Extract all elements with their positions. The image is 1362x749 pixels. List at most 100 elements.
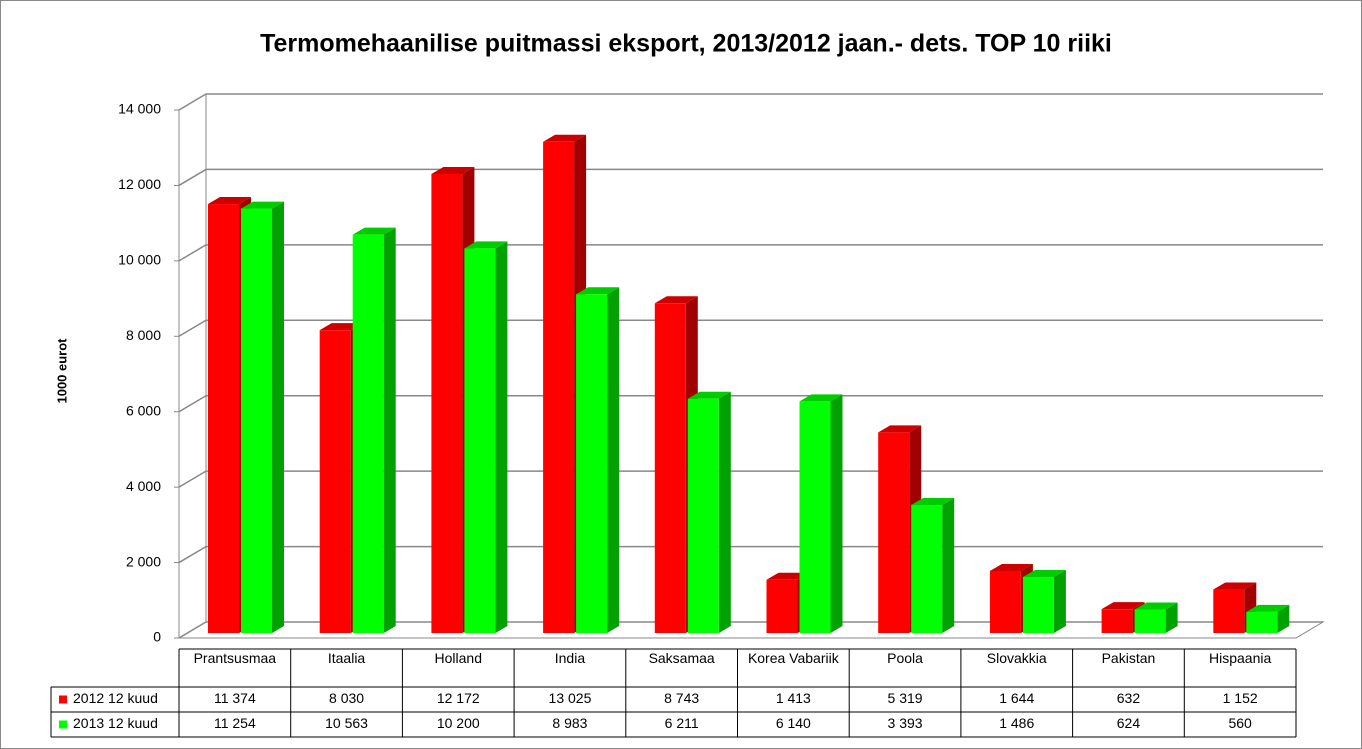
grid-line: [178, 394, 1323, 413]
bar-side: [607, 287, 620, 633]
bar-side: [830, 394, 843, 633]
legend-key: [59, 720, 67, 729]
bar-top: [766, 572, 810, 580]
table-value: 5 319: [888, 690, 923, 706]
bar-side: [272, 201, 284, 634]
table-value: 3 393: [888, 715, 923, 731]
y-tick-label: 14 000: [118, 101, 161, 117]
bar: [352, 234, 384, 633]
bar: [1022, 576, 1054, 633]
bar-top: [1134, 602, 1178, 610]
table-value: 8 030: [329, 690, 364, 706]
bar: [1213, 589, 1245, 633]
y-tick-label: 4 000: [126, 478, 161, 494]
y-tick-label: 8 000: [126, 327, 161, 343]
bar: [319, 330, 351, 633]
bar: [654, 303, 686, 633]
bar-top: [1022, 569, 1066, 577]
bar-top: [352, 227, 396, 235]
bar-top: [989, 563, 1033, 571]
y-tick-label: 6 000: [126, 402, 161, 418]
bar-top: [543, 134, 587, 142]
grid-line: [178, 244, 1323, 262]
x-tick-label: India: [554, 650, 586, 666]
table-value: 624: [1117, 715, 1141, 731]
bar: [464, 248, 496, 634]
table-value: 1 486: [999, 715, 1034, 731]
bar-top: [208, 197, 251, 205]
y-tick-label: 0: [153, 629, 161, 645]
legend-label: 2013 12 kuud: [73, 715, 158, 731]
bar-top: [878, 425, 922, 433]
x-tick-label: Prantsusmaa: [193, 650, 277, 666]
table-value: 560: [1228, 715, 1252, 731]
bar: [766, 579, 798, 633]
table-value: 10 563: [325, 715, 368, 731]
table-value: 8 983: [552, 715, 587, 731]
bar-top: [654, 296, 698, 304]
bar: [1101, 609, 1133, 633]
x-tick-label: Saksamaa: [648, 650, 715, 666]
grid-line: [178, 168, 1323, 187]
y-tick-label: 10 000: [118, 252, 161, 268]
y-tick-label: 12 000: [118, 176, 161, 192]
x-tick-label: Itaalia: [327, 650, 366, 666]
grid-line: [178, 319, 1323, 337]
bar: [576, 294, 608, 633]
bar: [799, 401, 831, 633]
table-value: 1 413: [776, 690, 811, 706]
table-value: 6 140: [776, 715, 811, 731]
bar-top: [576, 287, 620, 295]
bar-side: [495, 241, 508, 634]
legend-label: 2012 12 kuud: [73, 690, 158, 706]
bar: [543, 141, 575, 633]
bar-top: [1101, 602, 1145, 610]
bar: [431, 173, 463, 633]
legend-key: [59, 695, 67, 704]
table-value: 13 025: [549, 690, 592, 706]
bar: [989, 570, 1021, 633]
bar-side: [1277, 604, 1290, 633]
table-value: 12 172: [437, 690, 480, 706]
x-tick-label: Slovakkia: [986, 650, 1047, 666]
bar-top: [241, 201, 284, 209]
bar: [208, 204, 239, 633]
x-tick-label: Poola: [887, 650, 923, 666]
table-value: 1 644: [999, 690, 1034, 706]
table-value: 1 152: [1223, 690, 1258, 706]
bar: [1246, 611, 1278, 633]
bar-top: [687, 391, 731, 399]
grid-line: [178, 470, 1323, 488]
bar-top: [799, 394, 843, 402]
table-value: 11 254: [214, 715, 256, 731]
bar: [687, 398, 719, 633]
table-value: 6 211: [665, 715, 699, 731]
bar-side: [383, 227, 396, 633]
bar-top: [431, 166, 475, 174]
table-value: 8 743: [664, 690, 699, 706]
bar: [1134, 609, 1166, 633]
bar-top: [1246, 604, 1290, 612]
grid-line: [178, 93, 1323, 111]
x-tick-label: Holland: [434, 650, 482, 666]
chart-title: Termomehaanilise puitmassi eksport, 2013…: [260, 30, 1112, 58]
table-value: 632: [1117, 690, 1141, 706]
bar-side: [1053, 569, 1066, 633]
y-tick-label: 2 000: [126, 553, 161, 569]
bar-top: [911, 498, 955, 506]
bar: [911, 505, 943, 633]
table-value: 10 200: [437, 715, 480, 731]
x-tick-label: Hispaania: [1209, 650, 1272, 666]
bar-side: [1165, 602, 1178, 633]
x-tick-label: Pakistan: [1101, 650, 1156, 666]
bar-side: [942, 498, 955, 633]
bar: [878, 432, 910, 633]
bar-top: [319, 323, 363, 331]
bar: [241, 208, 272, 634]
bar-side: [718, 391, 731, 633]
bar-top: [464, 241, 508, 249]
bar-top: [1213, 582, 1257, 590]
table-value: 11 374: [214, 690, 256, 706]
